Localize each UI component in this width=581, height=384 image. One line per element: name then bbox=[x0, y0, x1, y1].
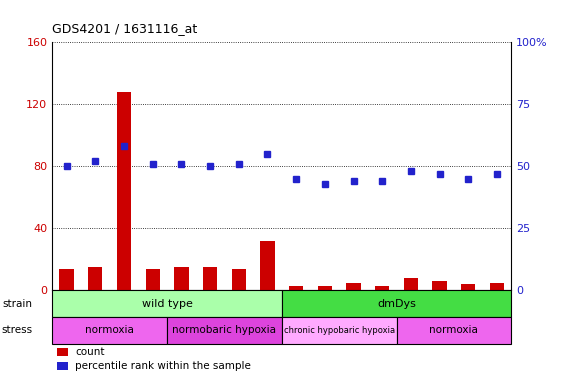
Text: wild type: wild type bbox=[142, 299, 192, 309]
Bar bbox=[57, 348, 69, 356]
Text: strain: strain bbox=[2, 299, 32, 309]
Bar bbox=[432, 281, 447, 290]
Bar bbox=[282, 290, 511, 317]
Text: normobaric hypoxia: normobaric hypoxia bbox=[173, 326, 277, 336]
Bar bbox=[52, 290, 282, 317]
Bar bbox=[203, 267, 217, 290]
Bar bbox=[346, 283, 361, 290]
Bar bbox=[232, 269, 246, 290]
Text: dmDys: dmDys bbox=[377, 299, 416, 309]
Text: chronic hypobaric hypoxia: chronic hypobaric hypoxia bbox=[284, 326, 394, 335]
Bar bbox=[52, 317, 167, 344]
Text: stress: stress bbox=[1, 326, 32, 336]
Bar bbox=[375, 286, 389, 290]
Text: normoxia: normoxia bbox=[85, 326, 134, 336]
Text: normoxia: normoxia bbox=[429, 326, 478, 336]
Bar bbox=[461, 284, 475, 290]
Bar bbox=[59, 269, 74, 290]
Bar bbox=[289, 286, 303, 290]
Bar bbox=[117, 92, 131, 290]
Text: percentile rank within the sample: percentile rank within the sample bbox=[76, 361, 251, 371]
Bar bbox=[57, 362, 69, 370]
Bar bbox=[397, 317, 511, 344]
Bar bbox=[404, 278, 418, 290]
Bar bbox=[282, 317, 397, 344]
Bar bbox=[260, 241, 275, 290]
Bar bbox=[318, 286, 332, 290]
Bar bbox=[145, 269, 160, 290]
Bar bbox=[174, 267, 189, 290]
Bar bbox=[490, 283, 504, 290]
Text: count: count bbox=[76, 347, 105, 357]
Text: GDS4201 / 1631116_at: GDS4201 / 1631116_at bbox=[52, 22, 198, 35]
Bar bbox=[88, 267, 102, 290]
Bar bbox=[167, 317, 282, 344]
